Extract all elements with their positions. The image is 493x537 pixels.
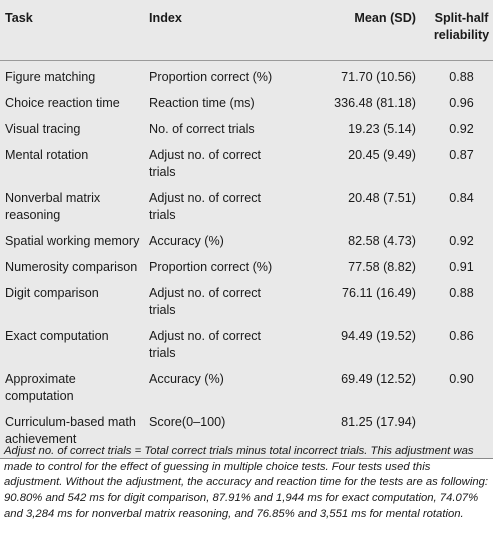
cell-reliability: 0.92 [449,121,474,136]
table-row: Approximate computation Accuracy (%) 69.49… [0,365,493,409]
table-row: Exact computation Adjust no. of correct t… [0,322,493,366]
table-row: Mental rotation Adjust no. of correct tri… [0,141,493,185]
table-row: Digit comparison Adjust no. of correct tr… [0,279,493,323]
table-row: Curriculum-based math achievement Score(0… [0,408,493,459]
header-task: Task [0,0,145,61]
table-row: Nonverbal matrix reasoning Adjust no. of … [0,184,493,228]
cell-index: Accuracy (%) [149,371,224,386]
table-row: Choice reaction time Reaction time (ms) 33… [0,89,493,116]
cell-reliability: 0.88 [449,285,474,300]
cell-index: No. of correct trials [149,121,255,136]
cell-index: Adjust no. of correct trials [149,285,261,317]
cell-mean-sd: 20.45 (9.49) [348,147,416,162]
cell-mean-sd: 336.48 (81.18) [334,95,416,110]
table-row: Figure matching Proportion correct (%) 71.… [0,63,493,90]
cell-task: Mental rotation [5,147,89,162]
cell-index: Reaction time (ms) [149,95,255,110]
cell-mean-sd: 19.23 (5.14) [348,121,416,136]
cell-index: Adjust no. of correct trials [149,328,261,360]
cell-mean-sd: 82.58 (4.73) [348,233,416,248]
cell-mean-sd: 77.58 (8.82) [348,259,416,274]
cell-index: Proportion correct (%) [149,69,273,84]
cell-index: Score(0–100) [145,408,295,459]
cell-task: Numerosity comparison [5,259,138,274]
cell-reliability: 0.88 [449,69,474,84]
results-table: Task Index Mean (SD) Split-half reliabil… [0,0,493,459]
cell-reliability: 0.87 [449,147,474,162]
header-split-half-reliability: Split-half reliability [430,0,493,61]
cell-mean-sd: 71.70 (10.56) [341,69,416,84]
table-row: Spatial working memory Accuracy (%) 82.58 … [0,227,493,254]
cell-index: Accuracy (%) [149,233,224,248]
cell-mean-sd: 20.48 (7.51) [348,190,416,205]
cell-reliability: 0.96 [449,95,474,110]
cell-task: Curriculum-based math achievement [0,408,145,459]
cell-index: Adjust no. of correct trials [149,190,261,222]
results-table-container: Task Index Mean (SD) Split-half reliabil… [0,0,493,459]
cell-task: Nonverbal matrix reasoning [5,190,101,222]
table-row: Visual tracing No. of correct trials 19.23… [0,115,493,142]
cell-mean-sd: 69.49 (12.52) [341,371,416,386]
cell-task: Spatial working memory [5,233,140,248]
cell-index: Adjust no. of correct trials [149,147,261,179]
table-body: Figure matching Proportion correct (%) 71.… [0,59,493,459]
table-header: Task Index Mean (SD) Split-half reliabil… [0,0,493,61]
cell-task: Visual tracing [5,121,81,136]
cell-mean-sd: 76.11 (16.49) [342,285,416,300]
table-row: Numerosity comparison Proportion correct … [0,253,493,280]
cell-reliability: 0.84 [449,190,474,205]
cell-index: Proportion correct (%) [149,259,273,274]
header-index: Index [145,0,295,61]
header-spacer [0,59,493,64]
cell-mean-sd: 94.49 (19.52) [341,328,416,343]
cell-reliability: 0.90 [449,371,474,386]
cell-reliability: 0.92 [449,233,474,248]
cell-reliability: 0.91 [449,259,474,274]
cell-task: Choice reaction time [5,95,120,110]
header-row: Task Index Mean (SD) Split-half reliabil… [0,0,493,61]
cell-reliability [430,408,493,459]
cell-task: Exact computation [5,328,109,343]
cell-task: Approximate computation [5,371,76,403]
header-mean-sd: Mean (SD) [295,0,430,61]
cell-reliability: 0.86 [449,328,474,343]
cell-task: Digit comparison [5,285,99,300]
cell-mean-sd: 81.25 (17.94) [295,408,430,459]
table-footnote: Adjust no. of correct trials = Total cor… [4,445,489,520]
cell-task: Figure matching [5,69,96,84]
